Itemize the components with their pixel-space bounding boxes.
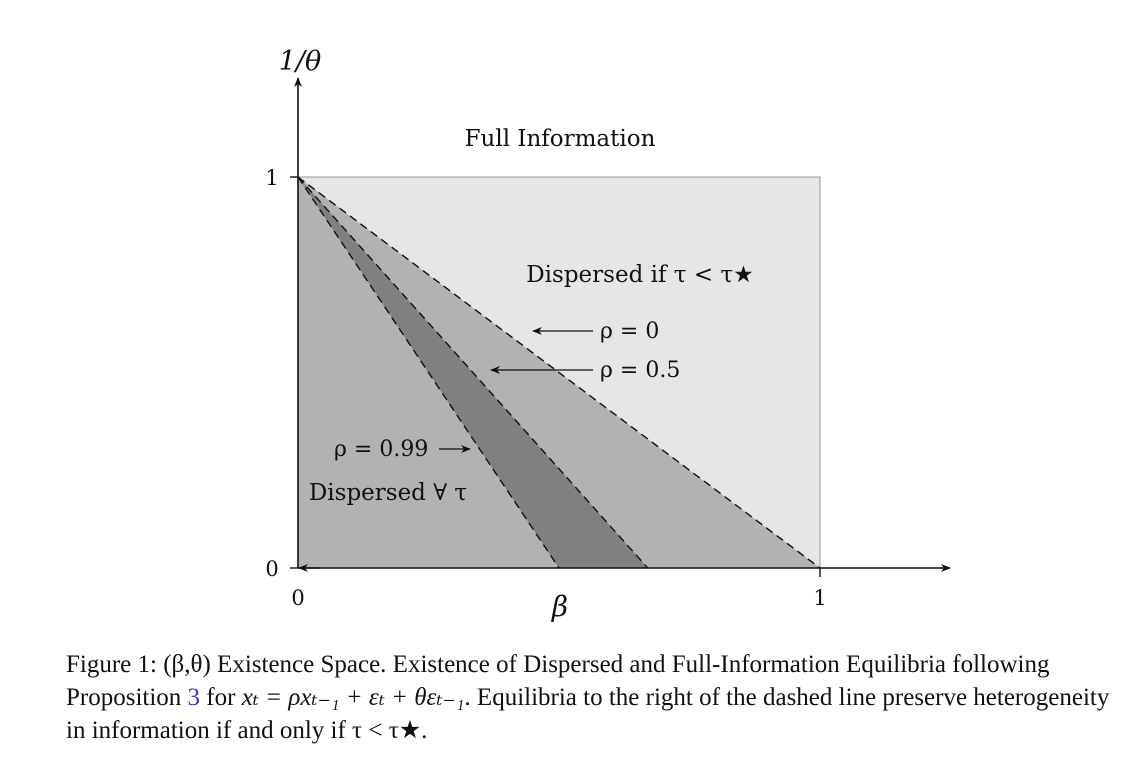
caption-mid: for [200,684,242,711]
caption-formula: xₜ = ρxₜ₋₁ + εₜ + θεₜ₋₁ [241,684,465,711]
y-tick-label-1: 1 [265,166,278,190]
boundary-rho099-line [297,176,560,569]
figure-caption: Figure 1: (β,θ) Existence Space. Existen… [66,648,1126,747]
boundary-rho0-line [297,176,821,569]
proposition-ref-link[interactable]: 3 [187,684,201,711]
y-axis-label: 1/θ [279,46,322,77]
x-tick-label-1: 1 [813,586,826,610]
existence-space-diagram: 1/θ β 1 0 0 1 Full Information Dispersed… [265,46,951,623]
rho0-label: ρ = 0 [600,319,659,344]
x-axis-label: β [551,590,568,623]
dispersed-all-label: Dispersed ∀ τ [309,480,467,506]
rho099-label: ρ = 0.99 [334,437,428,462]
y-tick-label-0: 0 [265,557,278,581]
full-information-label: Full Information [465,126,656,152]
boundary-rho05-line [297,176,649,569]
x-tick-label-0: 0 [291,586,304,610]
caption-suffix: . Equilibria to the right of the dashed … [66,684,1110,744]
rho05-label: ρ = 0.5 [600,358,680,383]
dispersed-if-label: Dispersed if τ < τ★ [526,262,754,288]
caption-prefix: Figure 1: (β,θ) Existence Space. Existen… [66,651,1050,711]
